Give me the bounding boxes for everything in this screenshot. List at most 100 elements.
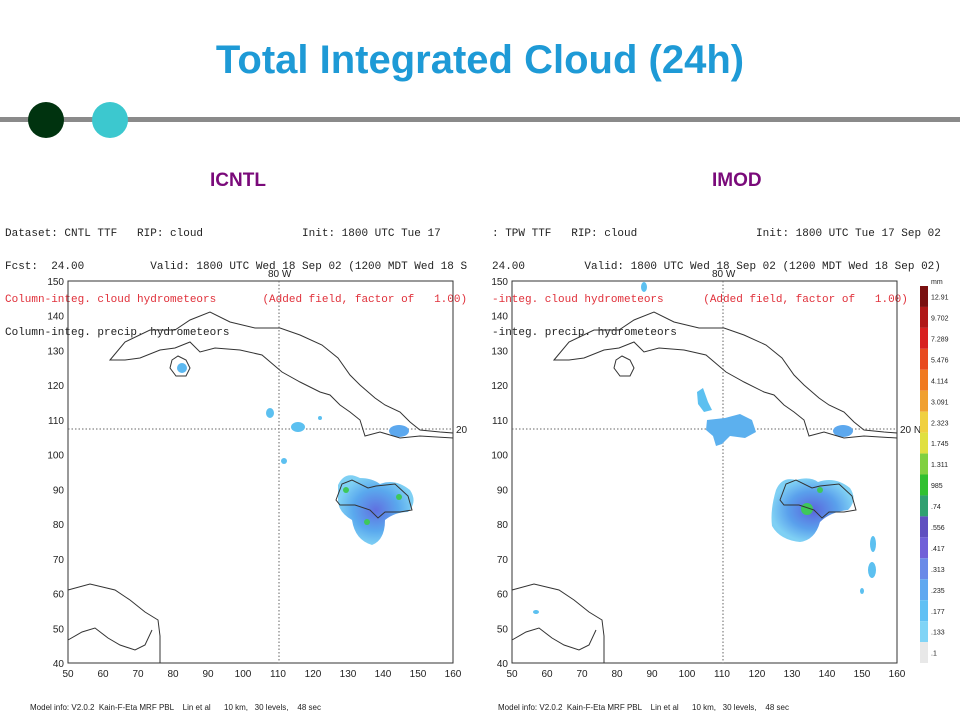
colorbar-swatch xyxy=(920,558,928,580)
right-x-tick-label: 120 xyxy=(749,669,766,680)
left-x-tick-label: 140 xyxy=(375,669,392,680)
right-y-tick-label: 40 xyxy=(497,659,509,670)
colorbar-swatch xyxy=(920,306,928,328)
right-y-tick-label: 120 xyxy=(491,381,508,392)
right-header-line2: 24.00 Valid: 1800 UTC Wed 18 Sep 02 (120… xyxy=(492,261,941,273)
left-x-tick-label: 150 xyxy=(410,669,427,680)
right-panel-header: : TPW TTF RIP: cloud Init: 1800 UTC Tue … xyxy=(492,207,954,350)
left-y-tick-label: 120 xyxy=(47,381,64,392)
left-x-tick-label: 120 xyxy=(305,669,322,680)
left-coastline-south-america xyxy=(67,583,161,663)
right-cloud-blob xyxy=(860,588,864,594)
right-cloud-peak xyxy=(817,487,823,493)
colorbar-label: 12.91 xyxy=(931,295,949,302)
right-model-info: Model info: V2.0.2 Kain-F-Eta MRF PBL Li… xyxy=(498,703,789,712)
left-header-line1: Dataset: CNTL TTF RIP: cloud Init: 1800 … xyxy=(5,228,441,240)
left-map-frame xyxy=(67,280,454,664)
right-x-tick-label: 70 xyxy=(576,669,588,680)
left-x-tick-label: 50 xyxy=(62,669,74,680)
colorbar-label: .417 xyxy=(931,546,945,553)
right-y-tick-label: 80 xyxy=(497,520,509,531)
left-x-tick-label: 110 xyxy=(270,669,286,680)
right-y-tick-label: 60 xyxy=(497,590,509,601)
colorbar-label: .556 xyxy=(931,525,945,532)
left-y-tick-label: 40 xyxy=(53,659,65,670)
colorbar-label: 9.702 xyxy=(931,316,949,323)
right-x-tick-label: 140 xyxy=(819,669,836,680)
colorbar-swatch xyxy=(920,516,928,538)
colorbar-label: .313 xyxy=(931,567,945,574)
right-x-tick-label: 150 xyxy=(854,669,871,680)
left-header-line4: Column-integ. precip. hydrometeors sm= 1 xyxy=(5,327,230,339)
colorbar-label: .177 xyxy=(931,609,945,616)
left-y-tick-label: 140 xyxy=(47,312,64,323)
right-coastline-cuba xyxy=(552,311,898,439)
right-cloud-blob xyxy=(833,425,853,437)
right-map-frame xyxy=(511,280,898,664)
left-cloud-blob xyxy=(389,425,409,437)
colorbar-label: 1.745 xyxy=(931,441,949,448)
colorbar-label: .74 xyxy=(931,504,941,511)
colorbar-swatch xyxy=(920,453,928,475)
colorbar-label: .133 xyxy=(931,630,945,637)
colorbar-swatch xyxy=(920,348,928,370)
left-top-label: 80 W xyxy=(268,269,292,280)
left-model-info: Model info: V2.0.2 Kain-F-Eta MRF PBL Li… xyxy=(30,703,321,712)
right-x-tick-label: 130 xyxy=(784,669,801,680)
right-cloud-blob xyxy=(697,388,712,412)
colorbar-swatch xyxy=(920,579,928,601)
left-panel-header: Dataset: CNTL TTF RIP: cloud Init: 1800 … xyxy=(5,207,467,350)
right-panel-label: IMOD xyxy=(712,170,762,191)
colorbar-swatch xyxy=(920,537,928,559)
left-y-tick-label: 90 xyxy=(53,485,65,496)
colorbar-swatch xyxy=(920,495,928,517)
right-coastline-hispaniola xyxy=(779,479,857,519)
right-coastline-isle xyxy=(613,355,635,377)
right-header-line1: : TPW TTF RIP: cloud Init: 1800 UTC Tue … xyxy=(492,228,941,240)
colorbar-swatch xyxy=(920,390,928,412)
colorbar-label: .1 xyxy=(931,651,937,658)
right-x-tick-label: 60 xyxy=(541,669,553,680)
right-x-tick-label: 160 xyxy=(889,669,906,680)
left-right-label: 20 xyxy=(456,425,468,436)
left-cloud-blob xyxy=(266,408,274,418)
colorbar-swatch xyxy=(920,411,928,433)
left-y-tick-label: 80 xyxy=(53,520,65,531)
right-y-tick-label: 110 xyxy=(492,416,508,427)
right-cloud-blob xyxy=(533,610,539,614)
colorbar-swatch xyxy=(920,600,928,622)
teal-bullet xyxy=(92,102,128,138)
right-x-tick-label: 50 xyxy=(506,669,518,680)
colorbar-swatch xyxy=(920,327,928,349)
left-cloud-peak xyxy=(396,494,402,500)
colorbar-label: 7.289 xyxy=(931,337,949,344)
left-header-line2: Fcst: 24.00 Valid: 1800 UTC Wed 18 Sep 0… xyxy=(5,261,467,273)
left-x-tick-label: 160 xyxy=(445,669,462,680)
left-x-tick-label: 70 xyxy=(132,669,144,680)
right-cloud-blob xyxy=(641,282,647,292)
colorbar-label: 4.114 xyxy=(931,378,948,385)
left-cloud-cluster xyxy=(338,475,414,545)
left-x-tick-label: 60 xyxy=(97,669,109,680)
right-cloud-peak xyxy=(801,503,813,515)
right-y-tick-label: 70 xyxy=(497,555,509,566)
left-y-tick-label: 150 xyxy=(47,277,64,288)
colorbar-swatch xyxy=(920,642,928,663)
right-header-line4: -integ. precip. hydrometeors sm= 1 xyxy=(492,327,954,339)
colorbar-label: 3.091 xyxy=(931,399,949,406)
colorbar-label: 985 xyxy=(931,483,943,490)
left-y-tick-label: 100 xyxy=(47,451,64,462)
colorbar-unit: mm xyxy=(931,279,943,286)
left-x-tick-label: 100 xyxy=(235,669,252,680)
right-y-tick-label: 140 xyxy=(491,312,508,323)
left-cloud-blob xyxy=(318,416,322,420)
right-x-tick-label: 90 xyxy=(646,669,658,680)
colorbar-label: .235 xyxy=(931,588,945,595)
right-y-tick-label: 150 xyxy=(491,277,508,288)
left-panel-label: ICNTL xyxy=(210,170,266,191)
left-cloud-peak xyxy=(343,487,349,493)
colorbar-swatch xyxy=(920,286,928,307)
right-top-label: 80 W xyxy=(712,269,736,280)
colorbar-label: 2.323 xyxy=(931,420,949,427)
